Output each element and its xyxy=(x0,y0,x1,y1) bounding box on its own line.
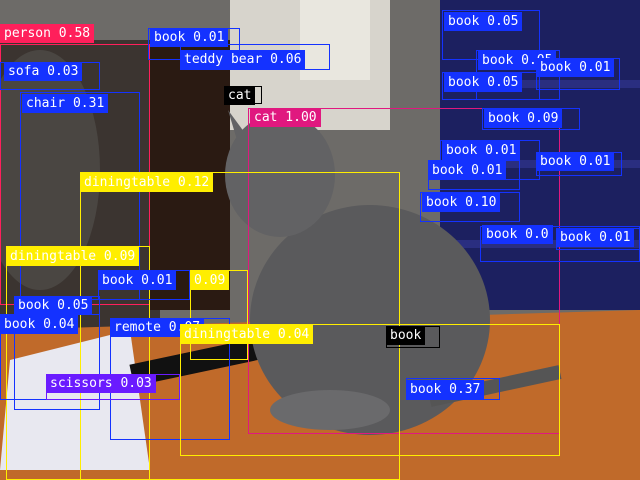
cabinet xyxy=(150,40,230,310)
poster xyxy=(300,0,370,80)
remote-control xyxy=(129,335,271,387)
cat-paws xyxy=(270,390,390,430)
shelf-line xyxy=(450,80,640,88)
shelf-line xyxy=(450,160,640,168)
cat-ear xyxy=(228,110,250,150)
papers xyxy=(0,330,150,470)
shelf-line xyxy=(450,240,640,248)
cat-ear xyxy=(300,130,320,155)
cat-body xyxy=(250,205,490,435)
